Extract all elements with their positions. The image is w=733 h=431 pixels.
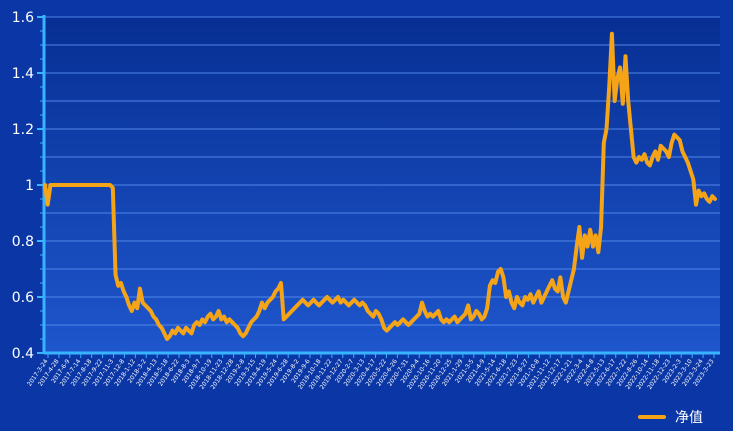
y-tick-label: 1 (25, 178, 34, 194)
y-tick-label: 0.6 (12, 290, 34, 306)
y-tick-label: 1.2 (12, 122, 34, 138)
series-group (43, 31, 717, 341)
y-axis: 0.4 0.6 0.8 1 1.2 1.4 1.6 (12, 10, 46, 362)
y-tick-label: 1.6 (12, 10, 34, 26)
x-axis: 2017-3-242017-4-282017-6-92017-7-142017-… (26, 351, 720, 391)
legend: 净值 (638, 410, 703, 426)
y-tick-label: 0.4 (12, 346, 34, 362)
legend-label: 净值 (675, 410, 703, 426)
series-line-nav (43, 31, 717, 341)
y-tick-label: 0.8 (12, 234, 34, 250)
y-tick-label: 1.4 (12, 66, 34, 82)
